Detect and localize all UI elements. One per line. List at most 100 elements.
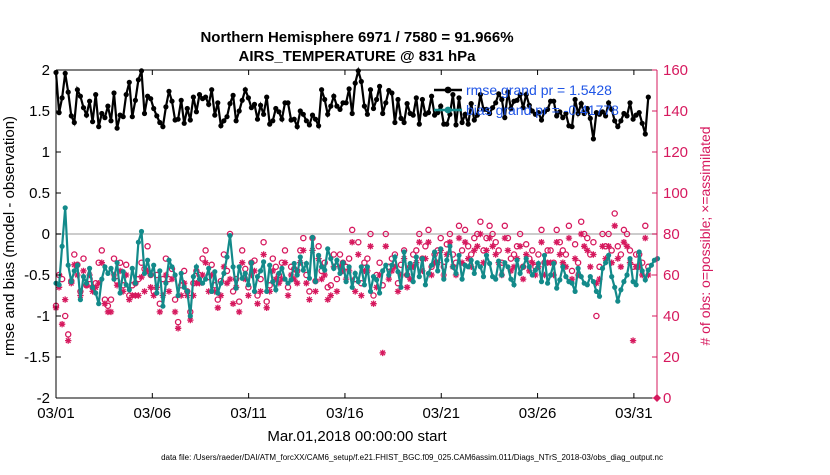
obs-possible-point: [208, 261, 215, 269]
rmse-point: [196, 92, 203, 98]
obs-assimilated-point: [477, 230, 484, 238]
rmse-point: [468, 101, 474, 107]
rmse-point: [105, 103, 111, 109]
bias-point: [93, 290, 99, 296]
bias-point: [502, 260, 508, 266]
bias-point: [587, 274, 593, 280]
rmse-point: [215, 100, 221, 106]
obs-assimilated-point: [422, 255, 429, 262]
obs-possible-point: [355, 238, 362, 246]
bias-point: [480, 274, 487, 280]
y-tick-label-left: -1.5: [24, 349, 50, 366]
rmse-point: [291, 116, 297, 122]
rmse-point: [148, 96, 154, 102]
obs-assimilated-point: [480, 259, 487, 266]
rmse-point: [438, 103, 444, 109]
y-tick-label-right: 60: [663, 267, 680, 284]
rmse-point: [395, 96, 401, 103]
bias-point: [65, 262, 71, 268]
obs-possible-point: [501, 222, 509, 230]
obs-assimilated-point: [590, 251, 597, 258]
rmse-point: [114, 125, 120, 131]
obs-possible-point: [529, 247, 536, 254]
legend: rmse grand pr = 1.5428 bias grand pr = -…: [434, 82, 619, 118]
obs-assimilated-point: [239, 259, 246, 266]
obs-assimilated-point: [245, 292, 252, 299]
obs-assimilated-point: [446, 239, 454, 246]
obs-assimilated-point: [593, 280, 600, 287]
rmse-point: [258, 102, 264, 108]
y-tick-label-left: 1: [42, 144, 50, 161]
rmse-point: [312, 116, 319, 122]
rmse-point: [334, 103, 340, 109]
obs-possible-point: [495, 247, 502, 254]
rmse-point: [248, 105, 254, 111]
bias-point: [123, 282, 129, 288]
rmse-point: [453, 122, 459, 128]
bias-point: [459, 276, 465, 282]
x-tick-label: 03/06: [134, 405, 172, 422]
obs-assimilated-point: [303, 280, 310, 287]
obs-assimilated-point: [565, 234, 573, 242]
rmse-point: [642, 131, 648, 137]
bias-point: [526, 264, 532, 270]
bias-point: [496, 258, 502, 264]
obs-possible-point: [107, 296, 115, 303]
rmse-point: [239, 97, 245, 103]
obs-assimilated-point: [290, 275, 298, 283]
bias-point: [285, 280, 291, 286]
x-tick-label: 03/16: [326, 405, 364, 422]
rmse-point: [96, 124, 102, 130]
rmse-point: [364, 111, 370, 117]
rmse-point: [297, 108, 303, 114]
obs-possible-point: [565, 222, 573, 230]
obs-possible-point: [568, 267, 576, 275]
obs-assimilated-point: [95, 280, 102, 287]
bias-point: [154, 290, 160, 296]
bias-point: [270, 279, 276, 285]
bias-point: [163, 280, 169, 286]
bias-point: [206, 265, 212, 271]
rmse-point: [471, 117, 477, 123]
bias-point: [346, 264, 352, 270]
obs-assimilated-point: [333, 288, 341, 295]
obs-possible-point: [507, 255, 515, 262]
bias-point: [474, 260, 480, 266]
obs-assimilated-point: [614, 255, 621, 262]
obs-assimilated-point: [510, 263, 518, 270]
obs-possible-point: [623, 230, 631, 238]
obs-assimilated-point: [138, 273, 145, 281]
bias-point: [563, 274, 569, 280]
rmse-point: [120, 114, 126, 120]
bias-point: [190, 274, 196, 280]
rmse-point: [99, 110, 105, 117]
rmse-point: [227, 101, 233, 107]
obs-assimilated-point: [529, 259, 536, 266]
bias-point: [236, 264, 242, 270]
obs-assimilated-point: [391, 263, 399, 270]
obs-assimilated-point: [562, 263, 570, 270]
bias-point: [444, 257, 450, 263]
obs-assimilated-point: [150, 292, 157, 299]
obs-possible-point: [642, 222, 649, 230]
bias-point: [230, 264, 236, 270]
obs-assimilated-point: [388, 267, 396, 275]
rmse-point: [193, 109, 199, 115]
rmse-point: [90, 119, 96, 125]
bias-point: [151, 262, 157, 268]
bias-point: [340, 260, 346, 266]
obs-assimilated-point: [220, 263, 228, 270]
obs-possible-point: [330, 251, 338, 258]
obs-assimilated-point: [382, 243, 389, 250]
bias-point: [557, 277, 563, 283]
obs-assimilated-point: [89, 288, 96, 295]
bias-point: [483, 252, 490, 258]
bias-point: [212, 269, 218, 275]
obs-assimilated-point: [553, 239, 560, 246]
obs-assimilated-point: [507, 267, 515, 275]
bias-point: [569, 280, 575, 286]
bias-point: [425, 270, 432, 276]
obs-possible-point: [467, 251, 475, 258]
bias-point: [196, 276, 203, 282]
rmse-point: [181, 120, 187, 126]
